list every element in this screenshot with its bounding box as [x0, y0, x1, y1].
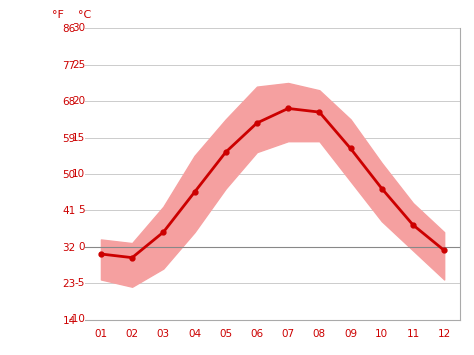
- Text: -10: -10: [68, 315, 85, 324]
- Text: 30: 30: [72, 23, 85, 33]
- Text: 20: 20: [72, 96, 85, 106]
- Text: -5: -5: [75, 278, 85, 288]
- Text: °C: °C: [78, 10, 91, 20]
- Text: 0: 0: [79, 242, 85, 252]
- Text: 10: 10: [72, 169, 85, 179]
- Text: °F: °F: [52, 10, 64, 20]
- Text: 25: 25: [72, 60, 85, 70]
- Text: 5: 5: [79, 205, 85, 215]
- Text: 15: 15: [72, 132, 85, 143]
